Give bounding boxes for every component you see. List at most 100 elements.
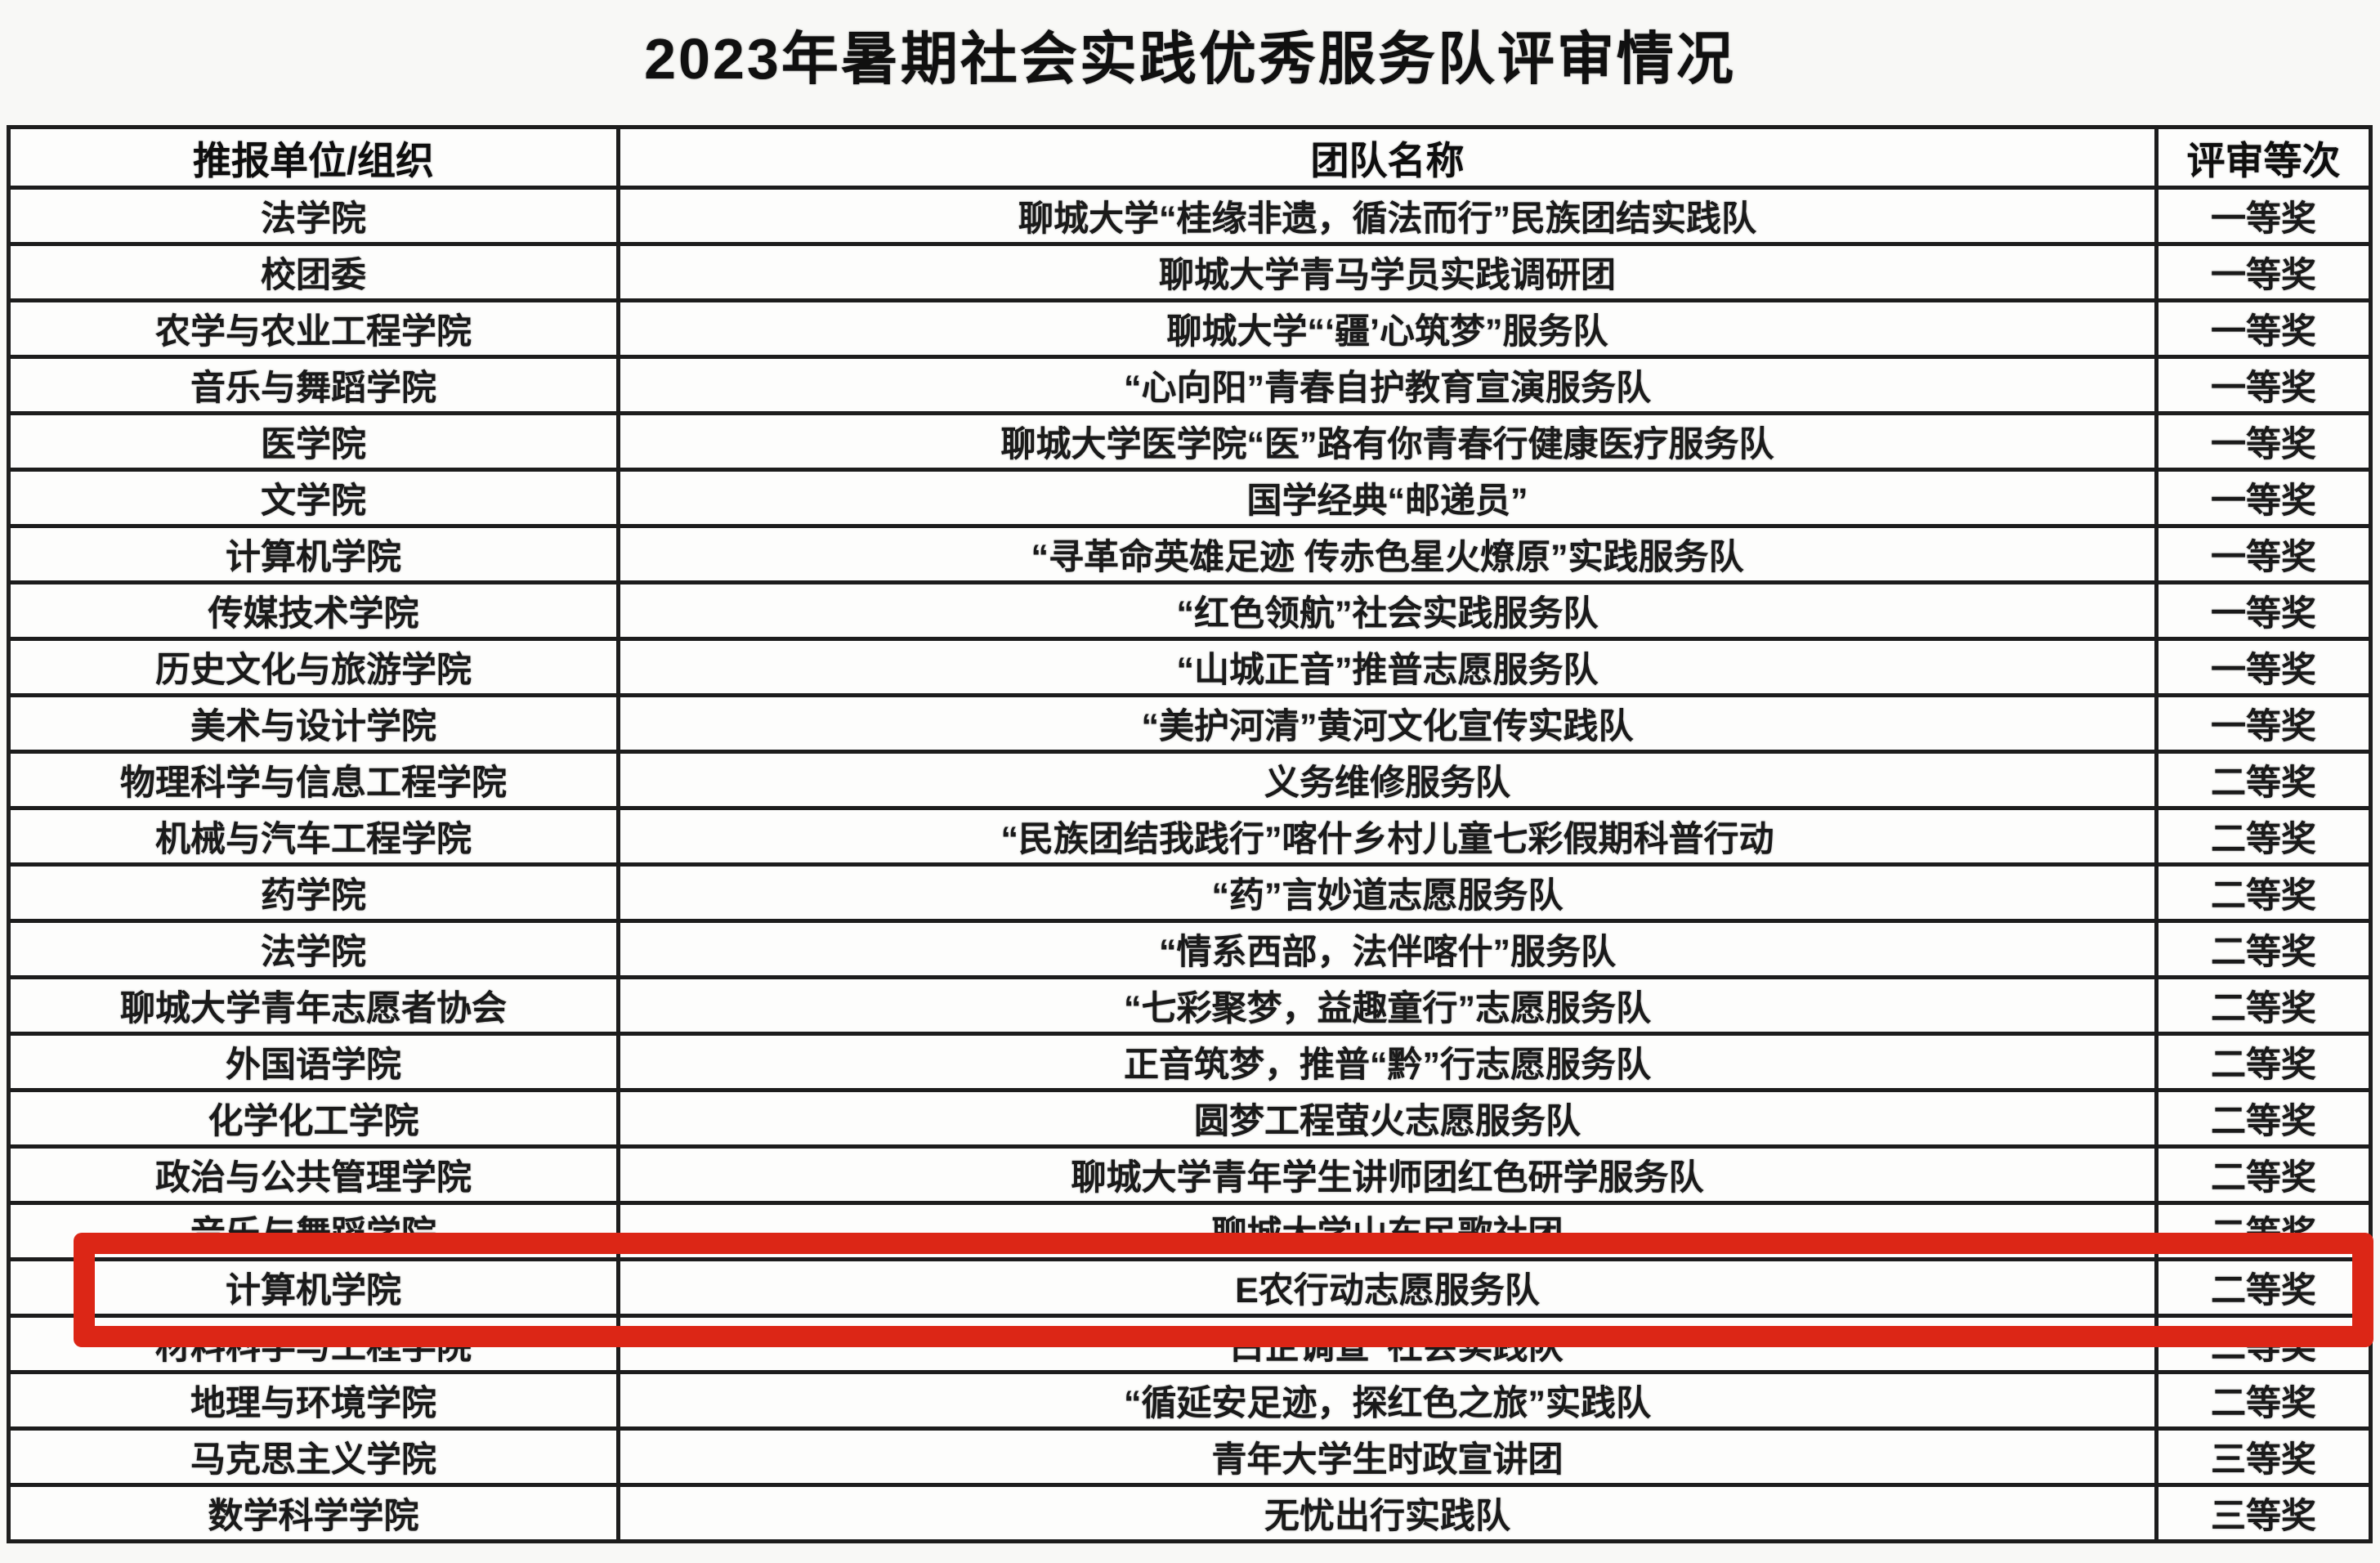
- grade-cell: 二等奖: [2154, 1032, 2373, 1092]
- team-cell: “白企调查”社会实践队: [616, 1314, 2159, 1374]
- grade-cell: 一等奖: [2154, 186, 2373, 246]
- grade-cell: 二等奖: [2154, 1144, 2373, 1205]
- table-row: 传媒技术学院 “红色领航”社会实践服务队 一等奖: [7, 580, 2373, 641]
- table-row: 医学院 聊城大学医学院“医”路有你青春行健康医疗服务队 一等奖: [7, 411, 2373, 472]
- unit-cell: 化学化工学院: [7, 1088, 620, 1149]
- table-row: 政治与公共管理学院 聊城大学青年学生讲师团红色研学服务队 二等奖: [7, 1144, 2373, 1205]
- page-title: 2023年暑期社会实践优秀服务队评审情况: [644, 27, 1736, 91]
- team-cell: “寻革命英雄足迹 传赤色星火燎原”实践服务队: [616, 524, 2159, 584]
- team-cell: “七彩聚梦，益趣童行”志愿服务队: [616, 975, 2159, 1036]
- team-cell: E农行动志愿服务队: [616, 1257, 2159, 1318]
- unit-cell: 政治与公共管理学院: [7, 1144, 620, 1205]
- unit-cell: 音乐与舞蹈学院: [7, 355, 620, 415]
- team-cell: 聊城大学医学院“医”路有你青春行健康医疗服务队: [616, 411, 2159, 472]
- header-grade-column: 评审等次: [2154, 125, 2373, 190]
- table-row: 法学院 聊城大学“桂缘非遗，循法而行”民族团结实践队 一等奖: [7, 186, 2373, 246]
- team-cell: 聊城大学“桂缘非遗，循法而行”民族团结实践队: [616, 186, 2159, 246]
- table-row: 数学科学学院 无忧出行实践队 三等奖: [7, 1483, 2373, 1543]
- table-row: 历史文化与旅游学院 “山城正音”推普志愿服务队 一等奖: [7, 637, 2373, 697]
- table-row: 音乐与舞蹈学院 “心向阳”青春自护教育宣演服务队 一等奖: [7, 355, 2373, 415]
- unit-cell: 法学院: [7, 919, 620, 979]
- team-cell: 聊城大学山东民歌社团: [616, 1201, 2159, 1261]
- team-cell: 义务维修服务队: [616, 750, 2159, 810]
- team-cell: “药”言妙道志愿服务队: [616, 862, 2159, 923]
- grade-cell: 二等奖: [2154, 806, 2373, 867]
- unit-cell: 法学院: [7, 186, 620, 246]
- table-row: 校团委 聊城大学青马学员实践调研团 一等奖: [7, 242, 2373, 302]
- grade-cell: 一等奖: [2154, 242, 2373, 302]
- grade-cell: 一等奖: [2154, 468, 2373, 528]
- table-row: 文学院 国学经典“邮递员” 一等奖: [7, 468, 2373, 528]
- unit-cell: 传媒技术学院: [7, 580, 620, 641]
- table-header-row: 推报单位/组织 团队名称 评审等次: [7, 125, 2373, 190]
- table-row: 药学院 “药”言妙道志愿服务队 二等奖: [7, 862, 2373, 923]
- team-cell: “山城正音”推普志愿服务队: [616, 637, 2159, 697]
- unit-cell: 音乐与舞蹈学院: [7, 1201, 620, 1261]
- table-row: 美术与设计学院 “美护河清”黄河文化宣传实践队 一等奖: [7, 693, 2373, 754]
- grade-cell: 一等奖: [2154, 298, 2373, 359]
- header-team-column: 团队名称: [616, 125, 2159, 190]
- unit-cell: 计算机学院: [7, 524, 620, 584]
- team-cell: 国学经典“邮递员”: [616, 468, 2159, 528]
- team-cell: 圆梦工程萤火志愿服务队: [616, 1088, 2159, 1149]
- unit-cell: 医学院: [7, 411, 620, 472]
- grade-cell: 二等奖: [2154, 1370, 2373, 1431]
- grade-cell: 二等奖: [2154, 862, 2373, 923]
- grade-cell: 三等奖: [2154, 1483, 2373, 1543]
- unit-cell: 计算机学院: [7, 1257, 620, 1318]
- table-row: 法学院 “情系西部，法伴喀什”服务队 二等奖: [7, 919, 2373, 979]
- unit-cell: 药学院: [7, 862, 620, 923]
- grade-cell: 二等奖: [2154, 1314, 2373, 1374]
- team-cell: “心向阳”青春自护教育宣演服务队: [616, 355, 2159, 415]
- table-row: 马克思主义学院 青年大学生时政宣讲团 三等奖: [7, 1426, 2373, 1487]
- table-row: 农学与农业工程学院 聊城大学“‘疆’心筑梦”服务队 一等奖: [7, 298, 2373, 359]
- grade-cell: 二等奖: [2154, 750, 2373, 810]
- unit-cell: 马克思主义学院: [7, 1426, 620, 1487]
- grade-cell: 一等奖: [2154, 524, 2373, 584]
- grade-cell: 二等奖: [2154, 1088, 2373, 1149]
- unit-cell: 农学与农业工程学院: [7, 298, 620, 359]
- team-cell: “循延安足迹，探红色之旅”实践队: [616, 1370, 2159, 1431]
- team-cell: 聊城大学青马学员实践调研团: [616, 242, 2159, 302]
- table-row: 地理与环境学院 “循延安足迹，探红色之旅”实践队 二等奖: [7, 1370, 2373, 1431]
- unit-cell: 历史文化与旅游学院: [7, 637, 620, 697]
- grade-cell: 三等奖: [2154, 1426, 2373, 1487]
- table-row: 音乐与舞蹈学院 聊城大学山东民歌社团 二等奖: [7, 1201, 2373, 1261]
- table-row: 聊城大学青年志愿者协会 “七彩聚梦，益趣童行”志愿服务队 二等奖: [7, 975, 2373, 1036]
- grade-cell: 二等奖: [2154, 1201, 2373, 1261]
- team-cell: “情系西部，法伴喀什”服务队: [616, 919, 2159, 979]
- header-unit-column: 推报单位/组织: [7, 125, 620, 190]
- table-row: 外国语学院 正音筑梦，推普“黔”行志愿服务队 二等奖: [7, 1032, 2373, 1092]
- table-row: 机械与汽车工程学院 “民族团结我践行”喀什乡村儿童七彩假期科普行动 二等奖: [7, 806, 2373, 867]
- team-cell: 正音筑梦，推普“黔”行志愿服务队: [616, 1032, 2159, 1092]
- unit-cell: 机械与汽车工程学院: [7, 806, 620, 867]
- team-cell: “红色领航”社会实践服务队: [616, 580, 2159, 641]
- grade-cell: 二等奖: [2154, 975, 2373, 1036]
- unit-cell: 物理科学与信息工程学院: [7, 750, 620, 810]
- table-row: 物理科学与信息工程学院 义务维修服务队 二等奖: [7, 750, 2373, 810]
- unit-cell: 校团委: [7, 242, 620, 302]
- team-cell: “民族团结我践行”喀什乡村儿童七彩假期科普行动: [616, 806, 2159, 867]
- unit-cell: 美术与设计学院: [7, 693, 620, 754]
- team-cell: 聊城大学“‘疆’心筑梦”服务队: [616, 298, 2159, 359]
- unit-cell: 地理与环境学院: [7, 1370, 620, 1431]
- grade-cell: 一等奖: [2154, 693, 2373, 754]
- unit-cell: 数学科学学院: [7, 1483, 620, 1543]
- grade-cell: 一等奖: [2154, 637, 2373, 697]
- grade-cell: 一等奖: [2154, 580, 2373, 641]
- team-cell: 青年大学生时政宣讲团: [616, 1426, 2159, 1487]
- team-cell: 无忧出行实践队: [616, 1483, 2159, 1543]
- table-row: 材料科学与工程学院 “白企调查”社会实践队 二等奖: [7, 1314, 2373, 1374]
- grade-cell: 二等奖: [2154, 919, 2373, 979]
- grade-cell: 二等奖: [2154, 1257, 2373, 1318]
- grade-cell: 一等奖: [2154, 355, 2373, 415]
- table-row: 计算机学院 E农行动志愿服务队 二等奖: [7, 1257, 2373, 1318]
- team-cell: 聊城大学青年学生讲师团红色研学服务队: [616, 1144, 2159, 1205]
- table-row: 计算机学院 “寻革命英雄足迹 传赤色星火燎原”实践服务队 一等奖: [7, 524, 2373, 584]
- team-cell: “美护河清”黄河文化宣传实践队: [616, 693, 2159, 754]
- unit-cell: 外国语学院: [7, 1032, 620, 1092]
- grade-cell: 一等奖: [2154, 411, 2373, 472]
- unit-cell: 聊城大学青年志愿者协会: [7, 975, 620, 1036]
- unit-cell: 文学院: [7, 468, 620, 528]
